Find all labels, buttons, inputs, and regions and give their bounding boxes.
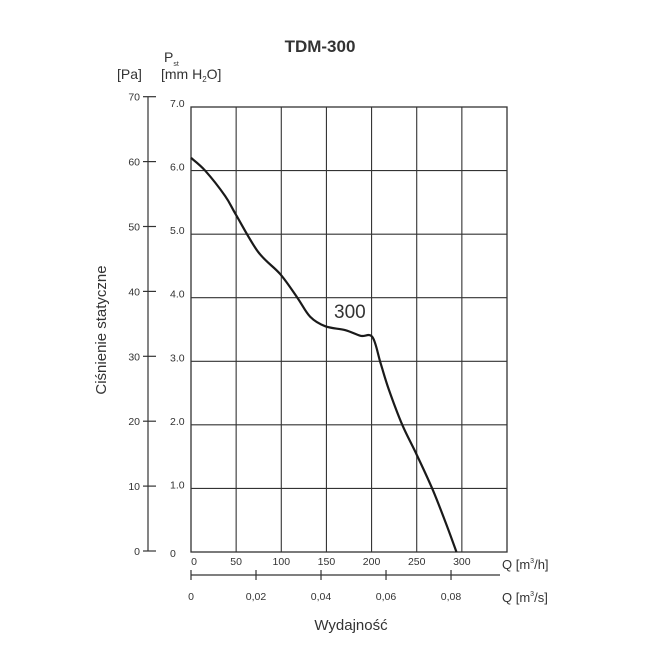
x-tick-label: 150 xyxy=(318,556,336,568)
grid: 0 50 100 150 200 250 300 0 1.0 2.0 3.0 4.0 5.0 6.0 7.0 xyxy=(170,98,508,568)
x-tick-label: 250 xyxy=(408,556,426,568)
x-tick-label: 300 xyxy=(453,556,471,568)
y-unit-pa: [Pa] xyxy=(117,66,142,82)
x-tick-label: 200 xyxy=(363,556,381,568)
y-tick-label-mm: 5.0 xyxy=(170,225,185,237)
y-tick-label-pa: 30 xyxy=(128,351,140,363)
secondary-x-axis: 0 0,02 0,04 0,06 0,08 xyxy=(188,570,500,603)
y-tick-label-pa: 50 xyxy=(128,222,140,234)
y-tick-label-pa: 70 xyxy=(128,92,140,104)
series-label-300: 300 xyxy=(334,302,366,323)
y-tick-label-mm: 6.0 xyxy=(170,162,185,174)
y-axis-label: Ciśnienie statyczne xyxy=(93,265,110,394)
y-tick-label-mm: 4.0 xyxy=(170,289,185,301)
x-tick-label: 100 xyxy=(273,556,291,568)
plot-frame xyxy=(190,106,508,553)
series-line-300 xyxy=(190,157,458,553)
y-tick-label-pa: 10 xyxy=(128,481,140,493)
x-unit-s: Q [m3/s] xyxy=(502,590,548,605)
y-tick-label-mm: 3.0 xyxy=(170,352,185,364)
y-tick-label-pa: 20 xyxy=(128,416,140,428)
secondary-x-tick-label: 0,06 xyxy=(376,591,397,603)
secondary-x-tick-label: 0,08 xyxy=(441,591,462,603)
y-unit-symbol: Pst xyxy=(164,49,179,68)
y-tick-label-mm: 2.0 xyxy=(170,416,185,428)
y-tick-label-pa: 40 xyxy=(128,286,140,298)
secondary-x-tick-label: 0,02 xyxy=(246,591,267,603)
y-tick-label-mm: 7.0 xyxy=(170,98,185,110)
chart-title: TDM-300 xyxy=(285,37,356,56)
x-unit-h: Q [m3/h] xyxy=(502,557,549,572)
x-tick-label: 50 xyxy=(230,556,242,568)
y-tick-label-mm: 0 xyxy=(170,548,176,560)
x-tick-label: 0 xyxy=(191,556,197,568)
y-unit-mm: [mm H2O] xyxy=(161,66,221,84)
secondary-x-tick-label: 0,04 xyxy=(311,591,332,603)
y-tick-label-mm: 1.0 xyxy=(170,479,185,491)
pa-axis: 0 10 20 30 40 50 60 70 xyxy=(128,92,156,558)
y-tick-label-pa: 0 xyxy=(134,546,140,558)
y-tick-label-pa: 60 xyxy=(128,157,140,169)
secondary-x-tick-label: 0 xyxy=(188,591,194,603)
x-axis-label: Wydajność xyxy=(314,617,388,634)
